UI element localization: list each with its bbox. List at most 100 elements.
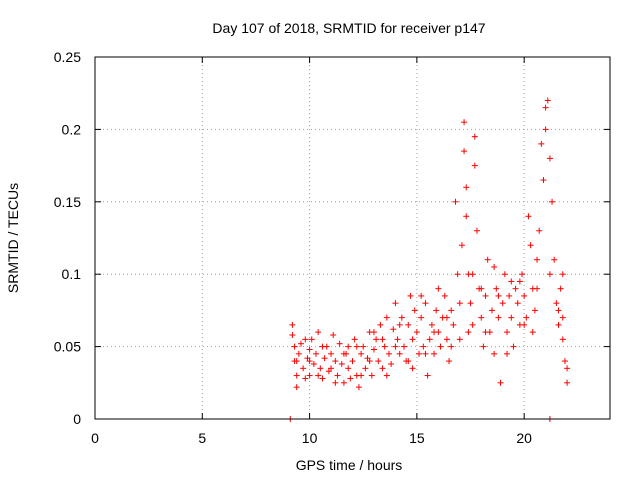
data-point [443, 314, 450, 321]
data-point [396, 350, 403, 357]
data-point [422, 350, 429, 357]
data-point [392, 300, 399, 307]
data-point [551, 256, 558, 263]
data-point [334, 372, 341, 379]
data-point [469, 271, 476, 278]
data-point [345, 365, 352, 372]
data-point [482, 329, 489, 336]
data-point [523, 314, 530, 321]
data-point [534, 285, 541, 292]
data-point [426, 336, 433, 343]
data-point [338, 360, 345, 367]
data-point [390, 326, 397, 333]
grid [95, 57, 610, 419]
data-point [362, 365, 369, 372]
data-point [456, 300, 463, 307]
y-tick-label: 0.15 [54, 194, 81, 210]
data-point [317, 365, 324, 372]
data-point [319, 375, 326, 382]
data-point [340, 350, 347, 357]
data-point [557, 285, 564, 292]
data-point [534, 256, 541, 263]
data-point [418, 292, 425, 299]
data-point [420, 343, 427, 350]
data-point [306, 358, 313, 365]
data-point [469, 321, 476, 328]
data-point [514, 300, 521, 307]
data-point [349, 358, 356, 365]
plot-frame [94, 56, 611, 420]
data-point [413, 329, 420, 336]
data-point [458, 242, 465, 249]
data-point [559, 314, 566, 321]
data-point [370, 329, 377, 336]
data-point [302, 336, 309, 343]
data-point [422, 300, 429, 307]
data-point [540, 177, 547, 184]
data-point [394, 336, 401, 343]
data-point [289, 321, 296, 328]
data-point [377, 321, 384, 328]
y-tick-label: 0.1 [62, 266, 82, 282]
data-point [291, 343, 298, 350]
data-point [409, 365, 416, 372]
data-point [478, 314, 485, 321]
data-point [388, 360, 395, 367]
data-point [431, 329, 438, 336]
data-point [300, 365, 307, 372]
x-tick-label: 15 [409, 430, 425, 446]
data-point [431, 350, 438, 357]
x-tick-label: 20 [516, 430, 532, 446]
y-tick-label: 0 [73, 411, 81, 427]
data-point [310, 360, 317, 367]
data-point [546, 271, 553, 278]
data-point [424, 372, 431, 379]
data-point [491, 350, 498, 357]
data-point [368, 372, 375, 379]
data-point [478, 285, 485, 292]
data-point [529, 329, 536, 336]
data-point [319, 343, 326, 350]
data-point [561, 358, 568, 365]
data-point [315, 372, 322, 379]
data-point [383, 314, 390, 321]
data-point [405, 358, 412, 365]
data-point [416, 350, 423, 357]
y-tick-label: 0.05 [54, 339, 81, 355]
y-axis-label: SRMTID / TECUs [5, 183, 21, 293]
data-point [302, 375, 309, 382]
axis-ticks: 0 5 10 15 20 0 0.05 0.1 0.15 0.2 0.25 [54, 49, 610, 446]
data-point [298, 340, 304, 347]
data-point [491, 263, 498, 270]
data-point [456, 336, 463, 343]
data-point [308, 336, 315, 343]
x-tick-label: 10 [302, 430, 318, 446]
data-point [564, 379, 571, 386]
data-point [454, 271, 461, 278]
data-point [340, 379, 347, 386]
data-point [293, 384, 300, 391]
data-point [441, 292, 448, 299]
data-point [555, 321, 562, 328]
data-point [497, 379, 504, 386]
data-point [564, 365, 571, 372]
data-point [443, 336, 450, 343]
data-point [407, 292, 414, 299]
data-point [559, 336, 566, 343]
data-point [461, 148, 468, 155]
data-point [293, 372, 300, 379]
data-point [433, 307, 440, 314]
data-point [525, 213, 532, 220]
data-point [398, 314, 405, 321]
data-point [450, 321, 457, 328]
data-point [366, 358, 373, 365]
data-point [461, 119, 468, 126]
data-point [473, 227, 480, 234]
data-point [336, 340, 343, 347]
y-tick-label: 0.2 [62, 121, 82, 137]
y-tick-label: 0.25 [54, 49, 81, 65]
chart-title: Day 107 of 2018, SRMTID for receiver p14… [212, 20, 485, 36]
data-point [542, 104, 549, 111]
data-point [332, 358, 339, 365]
data-point [446, 358, 453, 365]
